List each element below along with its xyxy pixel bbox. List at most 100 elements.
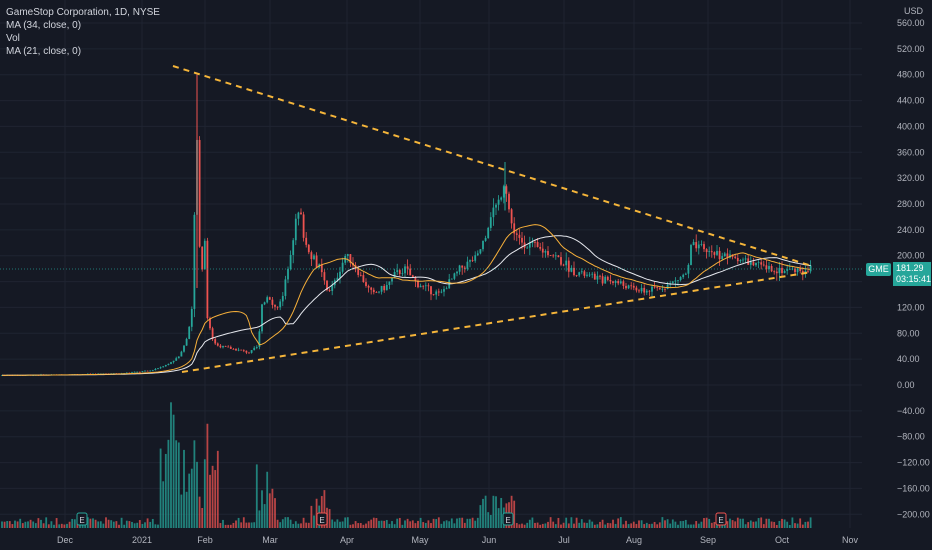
- candle-body: [336, 277, 339, 281]
- ma21-line: [1, 224, 811, 376]
- volume-bar: [778, 520, 781, 528]
- volume-bar: [482, 498, 484, 528]
- volume-bar: [625, 520, 627, 528]
- upper-trendline[interactable]: [172, 65, 813, 267]
- currency-label: USD: [904, 6, 924, 16]
- volume-bar: [713, 522, 716, 528]
- price-badge: 181.29 03:15:41: [893, 262, 931, 286]
- candle-body: [419, 285, 422, 288]
- candle-body: [679, 277, 682, 281]
- volume-bar: [58, 524, 61, 528]
- candle-body: [248, 352, 250, 354]
- symbol-title[interactable]: GameStop Corporation, 1D, NYSE: [6, 7, 160, 18]
- lower-trendline[interactable]: [181, 271, 813, 373]
- candle-body: [180, 351, 183, 357]
- candle-body: [583, 271, 586, 276]
- candle-body: [619, 281, 622, 284]
- volume-bar: [375, 518, 378, 528]
- candle-body: [755, 262, 757, 266]
- volume-bar: [661, 517, 664, 528]
- volume-bar: [289, 519, 292, 528]
- x-tick-label: Dec: [57, 535, 74, 545]
- candle-body: [549, 255, 552, 256]
- candle-body: [721, 256, 724, 260]
- candle-body: [185, 338, 188, 346]
- candle-body: [500, 197, 503, 200]
- candle-body: [778, 267, 781, 274]
- candle-body: [723, 253, 726, 257]
- candle-body: [799, 268, 802, 271]
- volume-bar: [440, 523, 443, 528]
- legend: GameStop Corporation, 1D, NYSE MA (34, c…: [6, 6, 160, 58]
- candle-body: [411, 275, 414, 278]
- volume-bar: [53, 524, 55, 528]
- candle-body: [297, 212, 300, 219]
- volume-bar: [237, 517, 240, 528]
- volume-bar: [404, 520, 406, 528]
- candle-body: [757, 262, 760, 264]
- volume-bar: [144, 522, 146, 528]
- volume-bar: [419, 517, 422, 528]
- volume-bar: [198, 496, 201, 528]
- volume-bar: [526, 522, 529, 528]
- volume-bar: [66, 523, 68, 528]
- candle-body: [554, 255, 557, 257]
- candle-body: [692, 242, 695, 246]
- volume-bar: [125, 520, 128, 528]
- volume-bar: [19, 518, 22, 528]
- y-tick-label: 400.00: [897, 121, 925, 131]
- candle-body: [653, 286, 656, 288]
- volume-bar: [744, 524, 747, 528]
- volume-bar: [128, 521, 131, 528]
- volume-bar: [695, 521, 698, 528]
- volume-legend[interactable]: Vol: [6, 33, 20, 44]
- volume-bar: [253, 522, 256, 528]
- y-tick-label: 320.00: [897, 173, 925, 183]
- volume-bar: [510, 495, 513, 528]
- volume-bar: [185, 491, 188, 528]
- volume-bar: [183, 449, 185, 528]
- volume-bar: [742, 518, 744, 528]
- y-tick-label: −160.00: [897, 483, 930, 493]
- volume-bar: [781, 518, 783, 528]
- volume-bar: [635, 523, 638, 528]
- candle-body: [528, 242, 531, 248]
- y-tick-label: 280.00: [897, 199, 925, 209]
- ma21-legend[interactable]: MA (21, close, 0): [6, 46, 82, 57]
- candle-body: [752, 261, 755, 266]
- candle-body: [656, 287, 659, 289]
- candle-body: [492, 207, 495, 218]
- candle-body: [320, 264, 323, 273]
- volume-bar: [227, 524, 230, 528]
- candle-body: [687, 264, 690, 274]
- y-tick-label: 440.00: [897, 96, 925, 106]
- volume-bar: [786, 521, 789, 528]
- volume-bar: [11, 524, 14, 528]
- volume-bar: [690, 524, 692, 528]
- volume-bar: [573, 523, 575, 528]
- candle-body: [466, 261, 469, 269]
- candle-body: [570, 267, 573, 272]
- candle-body: [801, 270, 804, 273]
- volume-bar: [755, 521, 757, 528]
- earnings-marker-label: E: [505, 516, 510, 525]
- candle-body: [261, 304, 263, 332]
- volume-bar: [24, 521, 27, 528]
- ma34-legend[interactable]: MA (34, close, 0): [6, 20, 82, 31]
- candle-body: [229, 346, 232, 349]
- candle-body: [716, 250, 718, 255]
- candle-body: [302, 214, 305, 238]
- candle-body: [227, 346, 230, 348]
- time-axis[interactable]: Dec 2021 Feb Mar Apr May Jun Jul Aug Sep Oct Nov: [57, 535, 859, 545]
- earnings-marker: [76, 512, 88, 526]
- candle-body: [552, 255, 555, 257]
- volume-bar: [14, 520, 16, 528]
- volume-bar: [671, 519, 674, 528]
- candle-body: [159, 367, 162, 369]
- volume-bar: [638, 520, 640, 528]
- volume-bar: [162, 481, 165, 528]
- candle-body: [388, 281, 391, 286]
- volume-bar: [409, 521, 412, 528]
- volume-bar: [370, 519, 373, 528]
